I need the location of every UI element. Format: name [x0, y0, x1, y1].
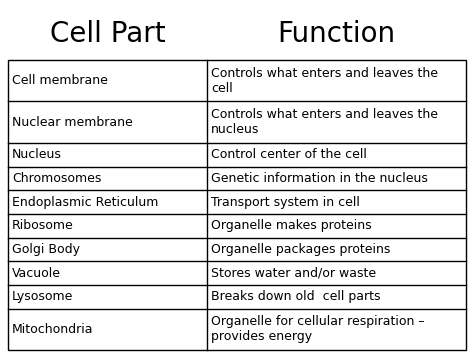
Text: Stores water and/or waste: Stores water and/or waste	[211, 267, 376, 279]
Text: Cell membrane: Cell membrane	[12, 74, 108, 87]
Text: Controls what enters and leaves the
cell: Controls what enters and leaves the cell	[211, 67, 438, 95]
Text: Breaks down old  cell parts: Breaks down old cell parts	[211, 290, 381, 303]
Text: Nuclear membrane: Nuclear membrane	[12, 116, 133, 129]
Text: Vacuole: Vacuole	[12, 267, 61, 279]
Text: Lysosome: Lysosome	[12, 290, 73, 303]
Text: Ribosome: Ribosome	[12, 219, 74, 232]
Text: Chromosomes: Chromosomes	[12, 172, 101, 185]
Text: Mitochondria: Mitochondria	[12, 323, 93, 336]
Text: Organelle makes proteins: Organelle makes proteins	[211, 219, 372, 232]
Text: Endoplasmic Reticulum: Endoplasmic Reticulum	[12, 196, 158, 208]
Text: Transport system in cell: Transport system in cell	[211, 196, 360, 208]
Text: Function: Function	[278, 20, 396, 48]
Text: Cell Part: Cell Part	[50, 20, 165, 48]
Text: Control center of the cell: Control center of the cell	[211, 148, 367, 161]
Text: Organelle packages proteins: Organelle packages proteins	[211, 243, 391, 256]
Text: Golgi Body: Golgi Body	[12, 243, 80, 256]
Text: Organelle for cellular respiration –
provides energy: Organelle for cellular respiration – pro…	[211, 315, 425, 343]
Bar	[8, 60, 466, 350]
Text: Genetic information in the nucleus: Genetic information in the nucleus	[211, 172, 428, 185]
Text: Nucleus: Nucleus	[12, 148, 62, 161]
Text: Controls what enters and leaves the
nucleus: Controls what enters and leaves the nucl…	[211, 108, 438, 136]
